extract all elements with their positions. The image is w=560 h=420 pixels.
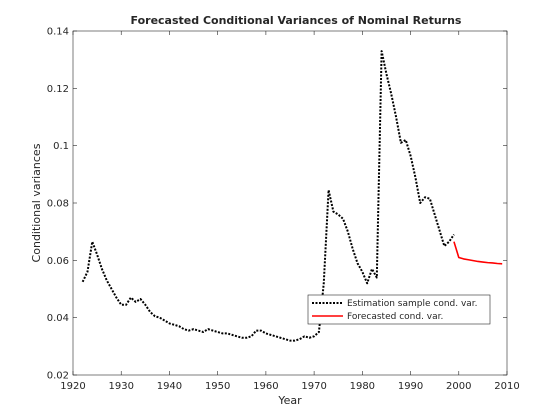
x-tick-label: 1930 (108, 381, 133, 392)
x-tick-label: 1990 (398, 381, 423, 392)
x-axis-label: Year (277, 394, 302, 407)
x-tick-label: 1970 (301, 381, 326, 392)
y-tick-label: 0.04 (47, 313, 69, 324)
y-tick-label: 0.08 (47, 199, 69, 210)
y-tick-label: 0.12 (47, 84, 69, 95)
legend: Estimation sample cond. var. Forecasted … (307, 294, 491, 325)
x-tick-label: 1960 (253, 381, 278, 392)
legend-label-forecast: Forecasted cond. var. (347, 312, 443, 322)
y-tick-label: 0.14 (47, 27, 69, 38)
x-tick-label: 1920 (60, 381, 85, 392)
tick-layer: 1920 1930 1940 1950 1960 1970 1980 1990 2000 2010… (47, 27, 520, 393)
x-tick-label: 1950 (205, 381, 230, 392)
series-layer (81, 50, 503, 342)
legend-box (307, 294, 491, 325)
chart-title: Forecasted Conditional Variances of Nomi… (131, 14, 462, 27)
y-tick-label: 0.06 (47, 256, 69, 267)
legend-label-estimation: Estimation sample cond. var. (347, 299, 478, 309)
x-tick-label: 2010 (494, 381, 519, 392)
y-axis-label: Conditional variances (30, 143, 43, 262)
series-line-1 (453, 241, 503, 265)
x-tick-label: 1940 (157, 381, 182, 392)
y-tick-label: 0.1 (53, 141, 69, 152)
x-tick-label: 2000 (446, 381, 471, 392)
x-tick-label: 1980 (350, 381, 375, 392)
y-tick-label: 0.02 (47, 371, 69, 382)
